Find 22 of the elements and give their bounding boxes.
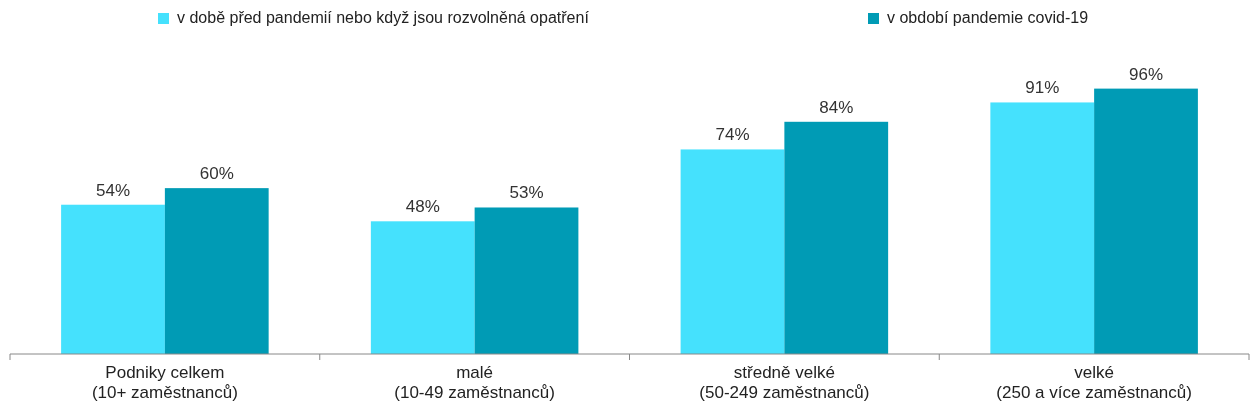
x-tick-label: středně velké (50-249 zaměstnanců): [699, 363, 870, 402]
x-tick-label: Podniky celkem (10+ zaměstnanců): [91, 363, 238, 402]
x-tick-label: velké (250 a více zaměstnanců): [996, 363, 1192, 402]
legend-label: v době před pandemií nebo když jsou rozvolněná opatření: [177, 9, 590, 26]
data-label: 53%: [509, 183, 544, 203]
data-label: 96%: [1128, 64, 1164, 84]
bar: [474, 207, 579, 354]
data-label: 48%: [405, 197, 440, 217]
bar: [990, 102, 1095, 354]
bar: [370, 221, 475, 354]
data-label: 74%: [715, 125, 750, 145]
data-label: 54%: [95, 180, 131, 200]
bar: [164, 188, 269, 354]
data-label: 91%: [1025, 78, 1060, 98]
x-tick-label: malé (10-49 zaměstnanců): [394, 363, 555, 402]
bar: [784, 121, 889, 354]
data-label: 84%: [819, 97, 854, 117]
bar: [61, 204, 165, 354]
bar: [1094, 88, 1198, 354]
data-label: 60%: [199, 164, 234, 184]
bar: [680, 149, 785, 354]
legend-label: v období pandemie covid-19: [887, 9, 1089, 26]
